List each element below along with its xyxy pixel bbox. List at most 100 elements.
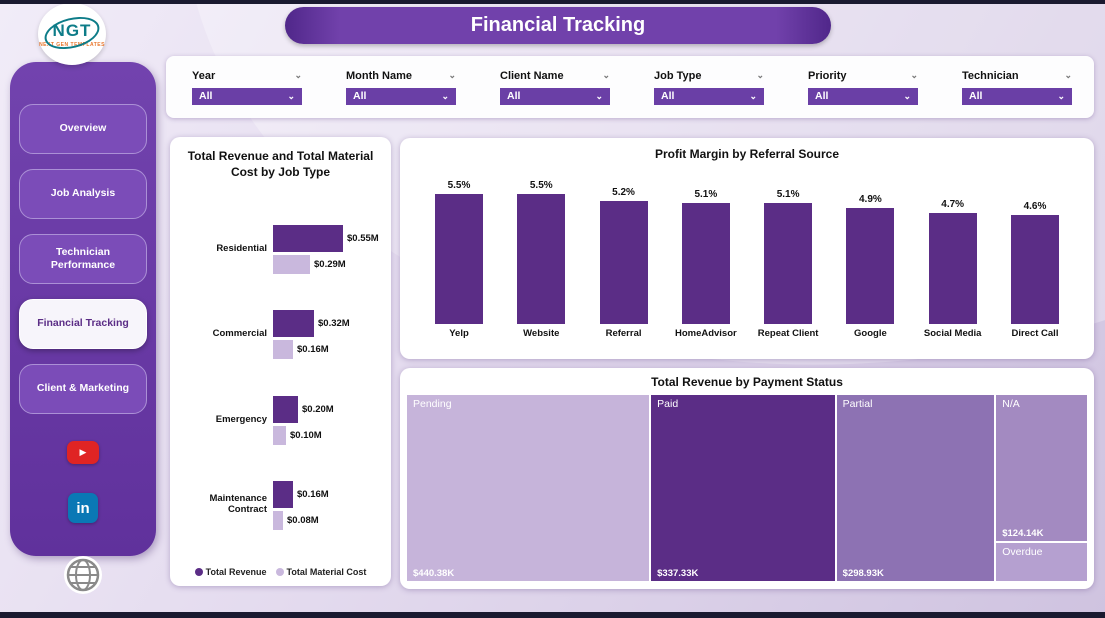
bar-website[interactable] bbox=[517, 194, 566, 324]
filter-year-select[interactable]: All ⌄ bbox=[192, 87, 302, 105]
sidebar-item-job-analysis[interactable]: Job Analysis bbox=[19, 169, 147, 219]
bar-value-label: 5.1% bbox=[694, 189, 718, 200]
bar-group: $0.32M $0.16M bbox=[273, 310, 385, 360]
chevron-down-icon: ⌄ bbox=[287, 90, 295, 101]
sidebar-item-overview[interactable]: Overview bbox=[19, 104, 147, 154]
bar-total-material-cost-commercial[interactable] bbox=[273, 340, 293, 360]
chevron-down-icon[interactable]: ⌄ bbox=[294, 70, 302, 80]
chevron-down-icon[interactable]: ⌄ bbox=[756, 70, 764, 80]
bar-zone: 5.2% bbox=[599, 172, 648, 324]
jobtype-row: Emergency $0.20M $0.10M bbox=[170, 395, 385, 445]
bar-zone: 5.1% bbox=[764, 172, 813, 324]
referral-col-referral: 5.2% Referral bbox=[591, 172, 657, 349]
treemap-overdue[interactable]: Overdue bbox=[995, 541, 1088, 582]
bar-social-media[interactable] bbox=[928, 213, 977, 324]
filter-value: All bbox=[815, 90, 829, 102]
play-icon: ▶ bbox=[79, 447, 87, 457]
chevron-down-icon[interactable]: ⌄ bbox=[448, 70, 456, 80]
filter-label: Technician bbox=[962, 69, 1019, 82]
jobtype-row: Residential $0.55M $0.29M bbox=[170, 225, 385, 275]
bar-total-material-cost-residential[interactable] bbox=[273, 255, 310, 275]
chart-title: Total Revenue by Payment Status bbox=[651, 375, 843, 389]
chevron-down-icon: ⌄ bbox=[441, 90, 449, 101]
window-bottom-edge bbox=[0, 612, 1105, 618]
logo-subtext: NEXT GEN TEMPLATES bbox=[39, 41, 105, 48]
category-label: Google bbox=[854, 328, 887, 339]
treemap-pending[interactable]: Pending $440.38K bbox=[406, 394, 651, 582]
treemap-label: Partial bbox=[842, 398, 873, 410]
bar-value-label: 5.2% bbox=[612, 187, 635, 198]
bar-value-label: $0.10M bbox=[290, 429, 322, 441]
filter-job-type-select[interactable]: All ⌄ bbox=[654, 87, 764, 105]
chart-title: Total Revenue and Total Material Cost by… bbox=[187, 149, 374, 180]
treemap-partial[interactable]: Partial $298.93K bbox=[835, 394, 996, 582]
chevron-down-icon: ⌄ bbox=[1057, 90, 1065, 101]
treemap-label: Pending bbox=[413, 398, 452, 410]
page-title: Financial Tracking bbox=[470, 14, 646, 36]
bar-total-revenue-residential[interactable] bbox=[273, 225, 343, 253]
referral-col-social-media: 4.7% Social Media bbox=[920, 172, 986, 349]
bar-repeat-client[interactable] bbox=[764, 203, 813, 324]
website-globe-icon[interactable] bbox=[62, 554, 104, 596]
app-logo: NGT NEXT GEN TEMPLATES bbox=[38, 3, 106, 65]
filter-job-type: Job Type ⌄ All ⌄ bbox=[654, 70, 764, 105]
bar-yelp[interactable] bbox=[435, 194, 483, 324]
bar-value-label: $0.20M bbox=[302, 403, 334, 415]
bar-homeadvisor[interactable] bbox=[681, 203, 730, 324]
legend-item-material: Total Material Cost bbox=[275, 567, 367, 577]
chevron-down-icon[interactable]: ⌄ bbox=[1064, 70, 1072, 80]
bar-total-revenue-commercial[interactable] bbox=[273, 310, 314, 338]
legend-label: Total Material Cost bbox=[286, 567, 367, 577]
bar-referral[interactable] bbox=[599, 201, 648, 324]
bar-value-label: 4.7% bbox=[941, 199, 965, 210]
chevron-down-icon: ⌄ bbox=[595, 90, 603, 101]
linkedin-icon[interactable]: in bbox=[68, 493, 98, 523]
filter-year: Year ⌄ All ⌄ bbox=[192, 70, 302, 105]
payment-treemap-panel: Total Revenue by Payment Status Pending $… bbox=[400, 368, 1094, 589]
youtube-icon[interactable]: ▶ bbox=[67, 441, 99, 464]
bar-zone: 4.7% bbox=[928, 172, 977, 324]
bar-total-material-cost-maintenance-contract[interactable] bbox=[273, 510, 283, 530]
bar-total-revenue-emergency[interactable] bbox=[273, 395, 298, 423]
category-label: Social Media bbox=[923, 328, 982, 339]
bar-value-label: 5.1% bbox=[776, 189, 800, 200]
bar-value-label: $0.55M bbox=[347, 233, 379, 245]
referral-col-direct-call: 4.6% Direct Call bbox=[1002, 172, 1068, 349]
chevron-down-icon: ⌄ bbox=[749, 90, 757, 101]
filter-value: All bbox=[969, 90, 983, 102]
filter-month-name-select[interactable]: All ⌄ bbox=[346, 87, 456, 105]
bar-total-material-cost-emergency[interactable] bbox=[273, 425, 286, 445]
bar-zone: 4.9% bbox=[846, 172, 895, 324]
bar-zone: 5.1% bbox=[681, 172, 730, 324]
treemap-label: Paid bbox=[657, 398, 679, 410]
bar-line: $0.16M bbox=[273, 480, 385, 508]
treemap-paid[interactable]: Paid $337.33K bbox=[650, 394, 836, 582]
sidebar-item-technician-performance[interactable]: Technician Performance bbox=[19, 234, 147, 284]
bar-group: $0.20M $0.10M bbox=[273, 395, 385, 445]
bar-total-revenue-maintenance-contract[interactable] bbox=[273, 480, 293, 508]
filter-technician-select[interactable]: All ⌄ bbox=[962, 87, 1072, 105]
legend-dot-revenue bbox=[194, 568, 203, 576]
legend-label: Total Revenue bbox=[205, 567, 267, 577]
bar-line: $0.32M bbox=[273, 310, 385, 338]
bar-zone: 4.6% bbox=[1010, 172, 1059, 324]
jobtype-rows: Residential $0.55M $0.29M Commercial $0.32M $… bbox=[170, 207, 385, 548]
filter-value: All bbox=[507, 90, 521, 102]
sidebar-item-financial-tracking[interactable]: Financial Tracking bbox=[19, 299, 147, 349]
category-label: Repeat Client bbox=[757, 328, 819, 339]
bar-direct-call[interactable] bbox=[1010, 215, 1059, 324]
category-label: Emergency bbox=[215, 413, 267, 425]
filter-client-name-select[interactable]: All ⌄ bbox=[500, 87, 610, 105]
chevron-down-icon[interactable]: ⌄ bbox=[602, 70, 610, 80]
referral-cols: 5.5% Yelp 5.5% Website 5.2% Referral 5.1% HomeA… bbox=[426, 172, 1068, 349]
bar-google[interactable] bbox=[846, 208, 895, 324]
sidebar-item-client-marketing[interactable]: Client & Marketing bbox=[19, 364, 147, 414]
bar-value-label: 4.9% bbox=[859, 194, 882, 205]
treemap-n-a[interactable]: N/A $124.14K bbox=[995, 394, 1088, 542]
filter-priority-select[interactable]: All ⌄ bbox=[808, 87, 918, 105]
bar-group: $0.55M $0.29M bbox=[273, 225, 385, 275]
chevron-down-icon[interactable]: ⌄ bbox=[910, 70, 918, 80]
category-label: Direct Call bbox=[1011, 328, 1059, 339]
bar-value-label: $0.32M bbox=[318, 318, 350, 330]
filter-value: All bbox=[661, 90, 675, 102]
